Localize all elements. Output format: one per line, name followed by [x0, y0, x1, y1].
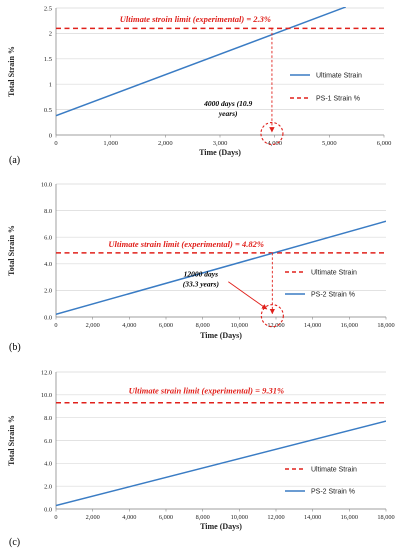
y-axis-label: Total Strain %	[7, 46, 16, 97]
callout-arrow	[228, 281, 268, 310]
y-tick-label: 0.0	[44, 314, 52, 321]
legend-label: Ultimate Strain	[311, 270, 357, 277]
y-tick-label: 2	[49, 31, 52, 38]
x-axis-label: Time (Days)	[200, 331, 242, 340]
panel-label: (a)	[9, 155, 20, 166]
x-axis-label: Time (Days)	[199, 148, 241, 157]
x-tick-label: 0	[54, 514, 57, 521]
x-tick-label: 16,000	[341, 322, 358, 329]
annotation-text: years)	[218, 109, 238, 118]
legend-label: Ultimate Strain	[311, 467, 357, 474]
y-tick-label: 8.0	[44, 208, 52, 215]
annotation-text: Ultimate strain limit (experimental) = 9…	[129, 386, 284, 396]
x-tick-label: 0	[54, 140, 57, 147]
x-tick-label: 6,000	[159, 514, 173, 521]
x-tick-label: 6,000	[159, 322, 173, 329]
y-axis-label: Total Strain %	[7, 415, 16, 466]
x-tick-label: 2,000	[86, 322, 100, 329]
x-tick-label: 8,000	[196, 514, 210, 521]
x-tick-label: 16,000	[341, 514, 358, 521]
x-tick-label: 5,000	[322, 140, 337, 147]
y-tick-label: 0	[49, 132, 52, 139]
y-tick-label: 6.0	[44, 235, 52, 242]
y-tick-label: 10.0	[41, 392, 52, 399]
y-tick-label: 4.0	[44, 261, 52, 268]
highlight-circle	[260, 121, 284, 146]
x-tick-label: 14,000	[304, 514, 321, 521]
y-tick-label: 8.0	[44, 415, 52, 422]
x-tick-label: 4,000	[267, 140, 282, 147]
x-tick-label: 2,000	[158, 140, 173, 147]
legend-label: PS-1 Strain %	[316, 96, 360, 103]
annotation-text: Ultimate strain limit (experimental) = 4…	[108, 239, 263, 249]
x-axis-label: Time (Days)	[200, 522, 242, 531]
x-tick-label: 10,000	[231, 322, 248, 329]
y-tick-label: 0.5	[44, 107, 52, 114]
series-line	[56, 420, 386, 507]
x-tick-label: 14,000	[304, 322, 321, 329]
annotation-text: (33.3 years)	[183, 279, 220, 288]
x-tick-label: 1,000	[103, 140, 118, 147]
y-tick-label: 1.5	[44, 56, 52, 63]
x-tick-label: 4,000	[122, 322, 136, 329]
y-tick-label: 10.0	[41, 181, 52, 188]
x-tick-label: 2,000	[86, 514, 100, 521]
series-line	[56, 7, 346, 117]
x-tick-label: 6,000	[377, 140, 392, 147]
x-tick-label: 18,000	[377, 514, 394, 521]
x-tick-label: 18,000	[377, 322, 394, 329]
annotation-text: 12000 days	[184, 269, 218, 278]
y-tick-label: 4.0	[44, 461, 52, 468]
panel-label: (b)	[9, 342, 21, 353]
y-tick-label: 2.5	[44, 5, 52, 12]
annotation-text: Ultimate stroin limit (experimental) = 2…	[120, 14, 271, 24]
legend-label: Ultimate Strain	[316, 73, 362, 80]
x-tick-label: 10,000	[231, 514, 248, 521]
series-line	[56, 220, 386, 316]
x-tick-label: 4,000	[122, 514, 136, 521]
y-tick-label: 6.0	[44, 438, 52, 445]
y-tick-label: 2.0	[44, 483, 52, 490]
y-tick-label: 12.0	[41, 369, 52, 376]
x-tick-label: 12,000	[267, 322, 284, 329]
legend-label: PS-2 Strain %	[311, 292, 355, 299]
panel-label: (c)	[9, 537, 20, 548]
x-tick-label: 0	[54, 322, 57, 329]
x-tick-label: 8,000	[196, 322, 210, 329]
y-axis-label: Total Strain %	[7, 225, 16, 276]
annotation-text: 4000 days (10.9	[203, 99, 252, 108]
y-tick-label: 1	[49, 82, 52, 89]
x-tick-label: 12,000	[267, 514, 284, 521]
x-tick-label: 3,000	[213, 140, 228, 147]
y-tick-label: 2.0	[44, 288, 52, 295]
y-tick-label: 0.0	[44, 506, 52, 513]
legend-label: PS-2 Strain %	[311, 489, 355, 496]
